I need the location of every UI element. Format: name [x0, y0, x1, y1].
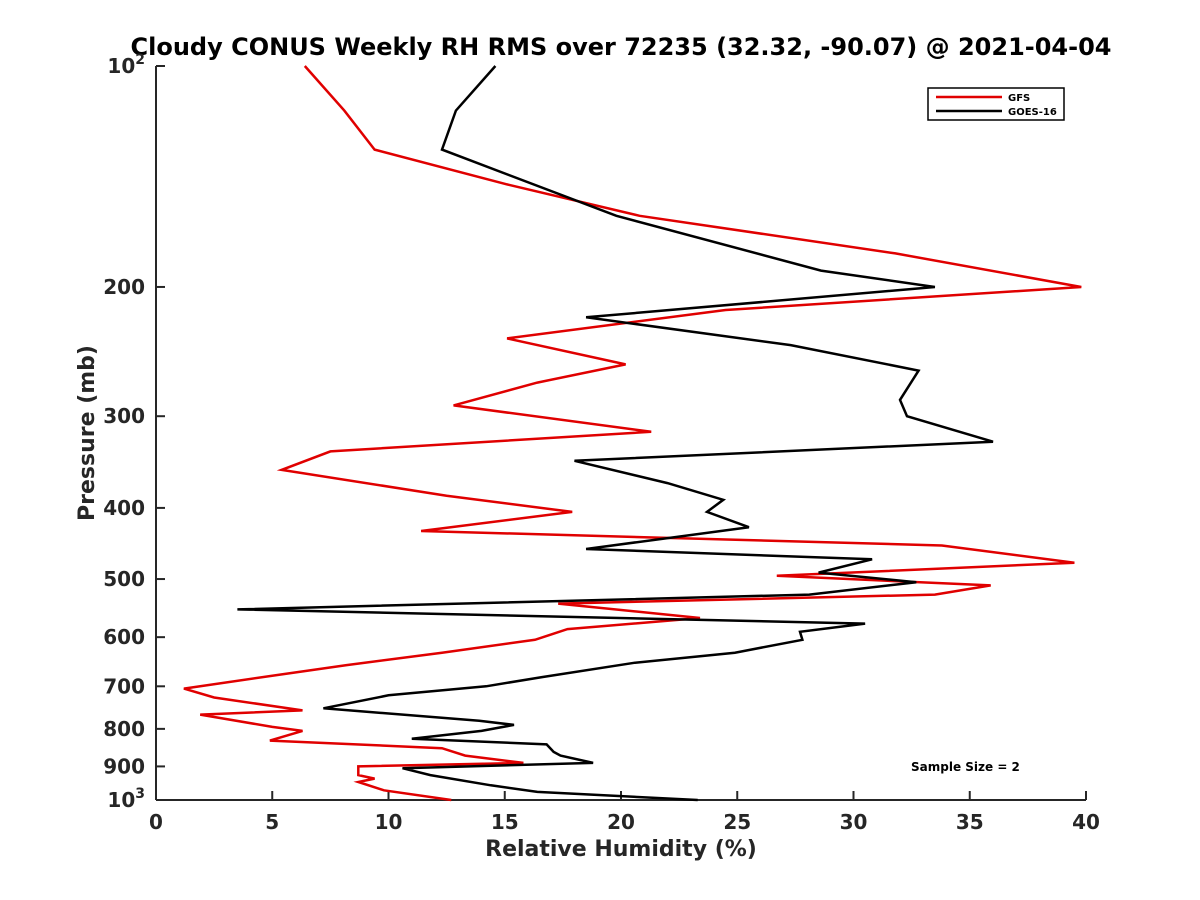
y-tick-label: 900 [103, 754, 145, 778]
x-ticks: 0 5 10 15 20 25 30 35 40 [149, 791, 1100, 834]
series-line-gfs [183, 65, 1082, 802]
y-tick-label: 800 [103, 717, 145, 741]
y-ticks: 102 200 300 400 500 600 700 800 900 103 [103, 52, 165, 812]
y-axis-label: Pressure (mb) [75, 345, 100, 521]
sample-size-annotation: Sample Size = 2 [911, 760, 1020, 774]
y-tick-label: 103 [107, 786, 145, 812]
legend: GFS GOES-16 [927, 87, 1065, 121]
y-tick-label: 400 [103, 496, 145, 520]
y-tick-label: 200 [103, 275, 145, 299]
y-tick-label: 500 [103, 567, 145, 591]
x-axis-label: Relative Humidity (%) [485, 837, 757, 862]
y-tick-label: 600 [103, 625, 145, 649]
legend-box [927, 87, 1065, 121]
y-tick-label: 102 [107, 52, 145, 78]
series-line-goes16 [237, 65, 994, 802]
x-tick-label: 35 [956, 810, 984, 834]
series-group [183, 65, 1082, 802]
x-tick-label: 15 [491, 810, 519, 834]
legend-label-goes16: GOES-16 [1008, 107, 1057, 118]
x-tick-label: 0 [149, 810, 163, 834]
y-tick-label: 700 [103, 674, 145, 698]
y-tick-label: 300 [103, 404, 145, 428]
x-tick-label: 40 [1072, 810, 1100, 834]
x-tick-label: 20 [607, 810, 635, 834]
x-tick-label: 5 [265, 810, 279, 834]
legend-label-gfs: GFS [1008, 93, 1030, 104]
x-tick-label: 30 [840, 810, 868, 834]
x-tick-label: 10 [375, 810, 403, 834]
chart-title: Cloudy CONUS Weekly RH RMS over 72235 (3… [131, 33, 1112, 61]
x-tick-label: 25 [723, 810, 751, 834]
